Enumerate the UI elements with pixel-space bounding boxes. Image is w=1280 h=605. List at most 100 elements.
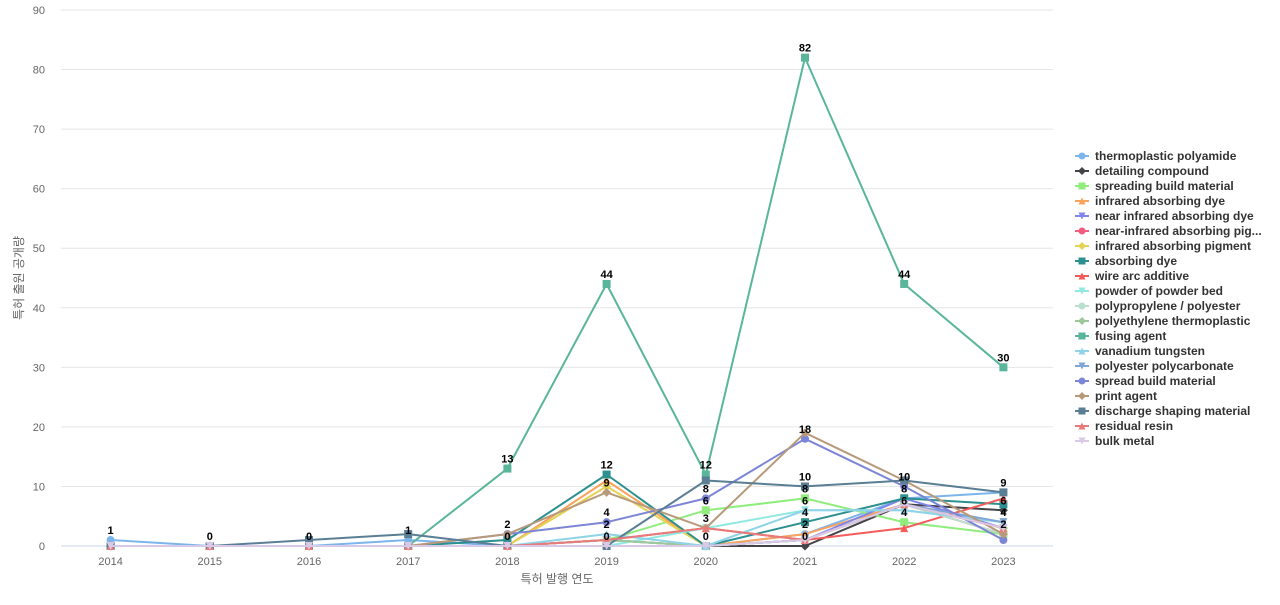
data-point[interactable] [801,494,809,503]
data-point[interactable] [503,542,512,550]
legend-marker[interactable] [1078,347,1086,355]
data-point[interactable] [801,536,809,545]
legend-label: detailing compound [1095,164,1209,178]
data-point[interactable] [106,542,115,550]
data-point[interactable] [999,500,1008,509]
data-point[interactable] [701,542,710,550]
legend-item[interactable]: near-infrared absorbing pig... [1075,224,1262,238]
data-point[interactable] [801,518,809,527]
series-line[interactable] [110,497,1004,547]
data-point[interactable] [404,542,413,550]
series-line[interactable] [110,497,1004,547]
data-label: 4 [802,507,809,519]
legend-item[interactable]: absorbing dye [1075,254,1177,268]
data-point[interactable] [701,524,710,533]
data-point[interactable] [900,476,909,485]
data-point[interactable] [602,518,611,527]
data-point[interactable] [801,53,809,62]
data-point[interactable] [999,524,1008,533]
legend-item[interactable]: near infrared absorbing dye [1075,209,1254,223]
legend-item[interactable]: detailing compound [1075,164,1209,178]
data-point[interactable] [900,518,909,527]
legend-marker[interactable] [1078,302,1086,310]
series-line[interactable] [110,497,1004,547]
series-line[interactable] [110,56,1005,547]
legend-marker[interactable] [1078,392,1086,400]
legend-item[interactable]: infrared absorbing dye [1075,194,1225,208]
legend-marker[interactable] [1078,377,1086,385]
data-point[interactable] [602,487,612,497]
legend-marker[interactable] [1078,152,1086,160]
legend-marker[interactable] [1078,407,1086,415]
legend-marker[interactable] [1078,212,1086,220]
data-point[interactable] [602,530,611,539]
legend-marker[interactable] [1078,437,1086,445]
legend-marker[interactable] [1078,242,1086,250]
data-point[interactable] [900,494,909,503]
legend-item[interactable]: print agent [1075,389,1157,403]
data-point[interactable] [701,476,710,485]
series-line[interactable] [110,437,1004,547]
legend-marker[interactable] [1078,227,1086,235]
legend-item[interactable]: spreading build material [1075,179,1234,193]
data-point[interactable] [602,470,611,479]
legend-marker[interactable] [1078,422,1086,430]
legend-marker[interactable] [1078,257,1086,265]
data-point[interactable] [305,542,313,550]
data-point[interactable] [701,494,710,503]
legend-item[interactable]: fusing agent [1075,329,1166,343]
legend-marker[interactable] [1078,362,1086,370]
data-point[interactable] [800,428,810,438]
data-point[interactable] [502,529,512,539]
data-point[interactable] [602,476,611,485]
data-point[interactable] [900,506,909,515]
legend-marker[interactable] [1078,197,1086,205]
data-point[interactable] [701,470,710,479]
legend-item[interactable]: polyester polycarbonate [1075,359,1234,373]
x-tick-label: 2014 [98,556,122,568]
data-point[interactable] [999,494,1008,503]
legend-item[interactable]: vanadium tungsten [1075,344,1205,358]
series-line[interactable] [110,503,1004,547]
legend-item[interactable]: infrared absorbing pigment [1075,239,1251,253]
legend-marker[interactable] [1078,332,1086,340]
legend-item[interactable]: polypropylene / polyester [1075,299,1241,313]
data-point[interactable] [503,464,512,473]
data-point[interactable] [900,500,909,509]
data-point[interactable] [404,530,413,539]
legend-marker[interactable] [1078,182,1086,190]
data-point[interactable] [801,434,809,443]
legend-item[interactable]: wire arc additive [1075,269,1189,283]
data-point[interactable] [602,542,611,550]
data-point[interactable] [602,279,611,288]
legend-label: vanadium tungsten [1095,344,1205,358]
data-point[interactable] [205,542,214,550]
data-point[interactable] [999,536,1008,545]
data-point[interactable] [801,482,809,491]
data-point[interactable] [602,481,612,491]
data-point[interactable] [900,279,909,288]
legend-marker[interactable] [1078,167,1086,175]
legend-marker[interactable] [1078,287,1086,295]
x-tick-label: 2015 [198,556,222,568]
data-point[interactable] [999,488,1008,497]
data-point[interactable] [900,524,909,533]
data-point[interactable] [801,506,809,515]
data-point[interactable] [999,363,1008,372]
data-point[interactable] [305,536,313,545]
legend-marker[interactable] [1078,317,1086,325]
data-point[interactable] [999,518,1008,527]
legend-item[interactable]: residual resin [1075,419,1173,433]
data-point[interactable] [701,506,710,515]
legend-item[interactable]: thermoplastic polyamide [1075,149,1237,163]
legend-item[interactable]: polyethylene thermoplastic [1075,314,1251,328]
legend-marker[interactable] [1078,272,1086,280]
legend-item[interactable]: spread build material [1075,374,1216,388]
legend-item[interactable]: powder of powder bed [1075,284,1223,298]
data-point[interactable] [503,536,512,545]
x-tick-label: 2019 [594,556,618,568]
legend-item[interactable]: bulk metal [1075,434,1154,448]
legend-item[interactable]: discharge shaping material [1075,404,1250,418]
data-label: 10 [898,471,910,483]
